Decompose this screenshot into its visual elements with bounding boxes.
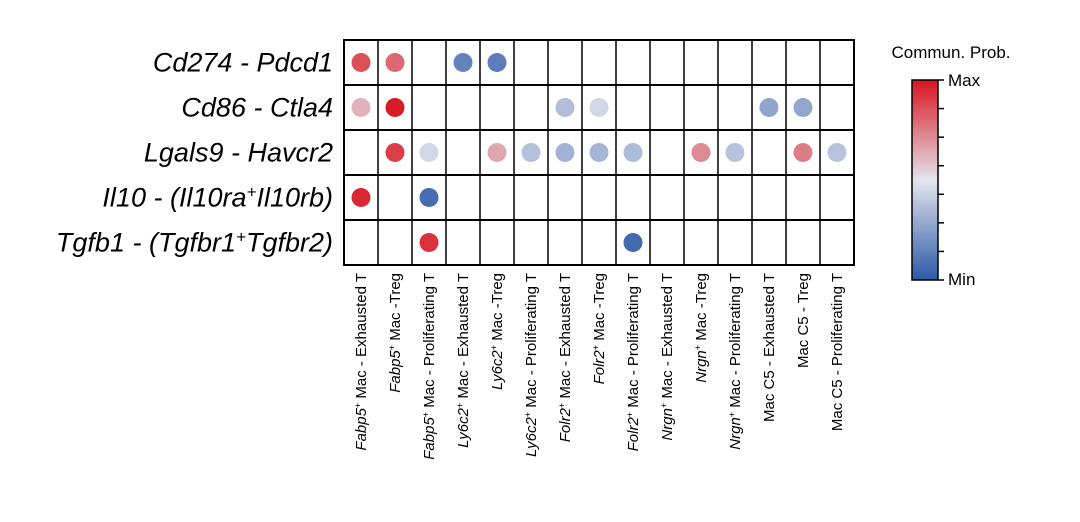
heatmap-dot (453, 53, 473, 72)
row-label: Il10 - (Il10ra+Il10rb) (102, 182, 333, 213)
heatmap-dot (487, 143, 507, 162)
heatmap-dot (623, 143, 643, 162)
heatmap-dot (793, 98, 813, 117)
heatmap-dot (793, 143, 813, 162)
column-label: Ly6c2+ Mac -Treg (489, 273, 506, 390)
heatmap-dot (351, 98, 371, 117)
column-label: Folr2+ Mac -Treg (591, 273, 608, 384)
column-label: Ly6c2+ Mac - Exhausted T (455, 273, 472, 448)
heatmap-dot (487, 53, 507, 72)
heatmap-dot (521, 143, 541, 162)
heatmap-dot (419, 233, 439, 252)
heatmap-dot (351, 188, 371, 207)
legend-max-label: Max (948, 71, 981, 90)
heatmap-dot (555, 143, 575, 162)
row-label: Cd274 - Pdcd1 (153, 48, 333, 78)
heatmap-dot (759, 98, 779, 117)
heatmap-dot (623, 233, 643, 252)
column-label: Fabp5+ Mac - Proliferating T (421, 273, 438, 460)
heatmap-dot (385, 53, 405, 72)
legend-title: Commun. Prob. (891, 43, 1010, 62)
column-label: Mac C5 - Exhausted T (761, 273, 778, 422)
column-label: Folr2+ Mac - Exhausted T (557, 273, 574, 442)
heatmap-dot (351, 53, 371, 72)
legend-ticks (938, 79, 944, 281)
row-labels: Cd274 - Pdcd1 Cd86 - Ctla4 Lgals9 - Havcr2… (56, 48, 333, 258)
grid-border (343, 39, 855, 266)
heatmap-dot (725, 143, 745, 162)
heatmap-dot (385, 143, 405, 162)
legend-colorbar (911, 79, 939, 281)
column-label: Fabp5+ Mac - Exhausted T (353, 273, 370, 451)
column-labels: Fabp5+ Mac - Exhausted T Fabp5+ Mac -Treg… (353, 273, 846, 460)
heatmap-dot (589, 143, 609, 162)
column-label: Mac C5 - Treg (795, 273, 812, 368)
heatmap-dot (419, 143, 439, 162)
legend-min-label: Min (948, 270, 975, 289)
heatmap-dot (385, 98, 405, 117)
row-label: Tgfb1 - (Tgfbr1+Tgfbr2) (56, 227, 333, 258)
heatmap-dot (827, 143, 847, 162)
row-label: Lgals9 - Havcr2 (144, 138, 333, 168)
heatmap-dot (419, 188, 439, 207)
column-label: Nrgn+ Mac -Treg (693, 273, 710, 383)
column-label: Fabp5+ Mac -Treg (387, 273, 404, 393)
heatmap-dot (589, 98, 609, 117)
heatmap-dots (351, 53, 847, 252)
column-label: Folr2+ Mac - Proliferating T (625, 273, 642, 451)
heatmap-grid (343, 39, 855, 266)
heatmap-dot (691, 143, 711, 162)
column-label: Mac C5 - Proliferating T (829, 273, 846, 431)
color-legend: Commun. Prob. Max Min (891, 43, 1010, 289)
column-label: Ly6c2+ Mac - Proliferating T (523, 273, 540, 457)
column-label: Nrgn+ Mac - Exhausted T (659, 273, 676, 441)
column-label: Nrgn+ Mac - Proliferating T (727, 273, 744, 450)
heatmap-dot (555, 98, 575, 117)
row-label: Cd86 - Ctla4 (181, 93, 333, 123)
